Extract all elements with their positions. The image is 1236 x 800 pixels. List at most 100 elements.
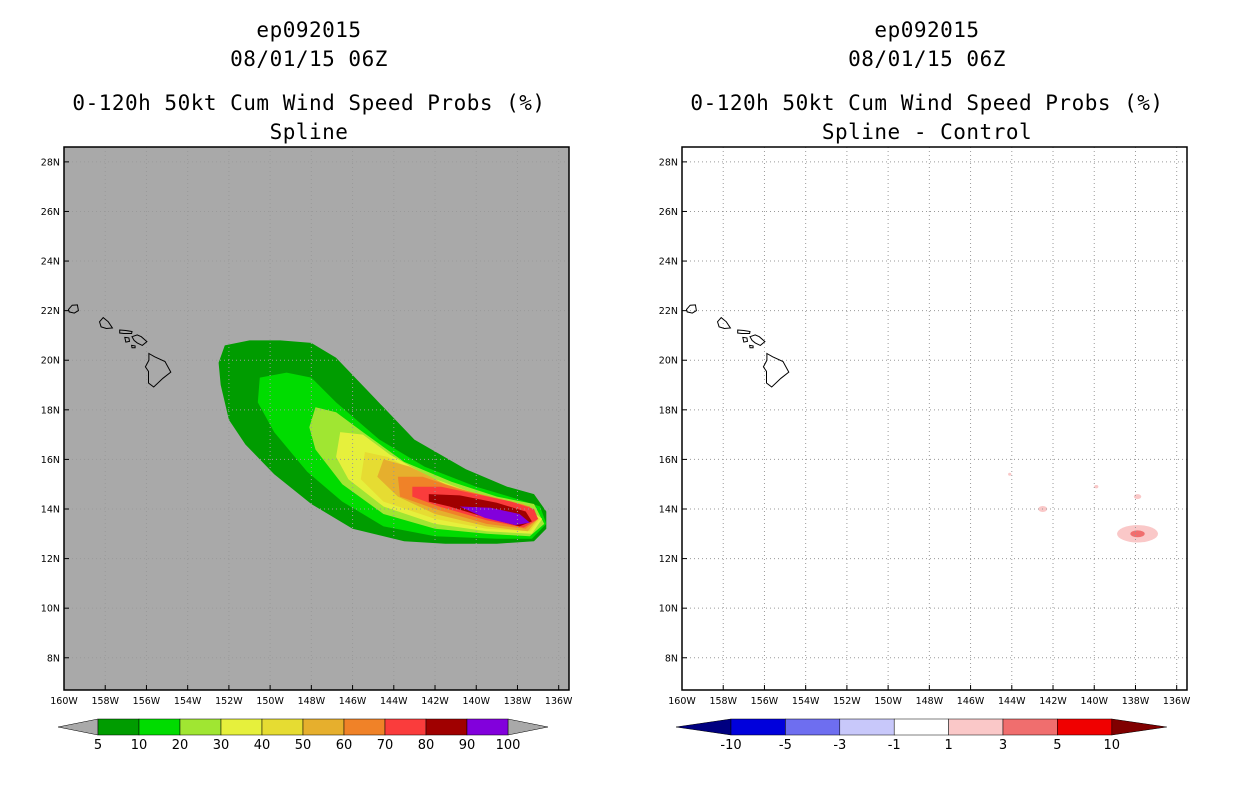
colorbar-label: 100 (496, 738, 521, 753)
y-tick-label: 24N (41, 257, 60, 268)
panel-difference: ep092015 08/01/15 06Z 0-120h 50kt Cum Wi… (618, 0, 1236, 800)
hawaii-big-island (144, 352, 172, 388)
colorbar-segment (97, 718, 140, 736)
colorbar-label: 3 (999, 738, 1007, 753)
y-tick-label: 16N (659, 455, 678, 466)
y-tick-label: 10N (41, 604, 60, 615)
panel-spline: ep092015 08/01/15 06Z 0-120h 50kt Cum Wi… (41, 18, 573, 753)
x-tick-label: 136W (1163, 696, 1191, 707)
colorbar-label: 10 (131, 738, 148, 753)
colorbar-label: -1 (888, 738, 901, 753)
y-tick-label: 22N (659, 306, 678, 317)
colorbar-segment (785, 718, 841, 736)
x-tick-label: 152W (215, 696, 243, 707)
oahu-island (716, 316, 732, 330)
y-tick-label: 22N (41, 306, 60, 317)
x-tick-label: 138W (504, 696, 532, 707)
colorbar-label: 1 (944, 738, 952, 753)
x-tick-label: 142W (1039, 696, 1067, 707)
x-tick-label: 144W (998, 696, 1026, 707)
axis-ticks: 160W 158W 156W 154W 152W 150W 148W 146W 144W 142W… (659, 157, 1191, 707)
colorbar-right-arrow (1111, 718, 1167, 736)
x-tick-label: 156W (751, 696, 779, 707)
x-tick-label: 160W (50, 696, 78, 707)
colorbar-segment (1057, 718, 1113, 736)
plot-background (682, 147, 1187, 690)
difference-blob-1 (1133, 494, 1142, 500)
kahoolawe-island (748, 344, 754, 349)
colorbar-left-arrow (675, 718, 732, 736)
x-tick-label: 140W (462, 696, 490, 707)
difference-blob-1 (1094, 484, 1099, 489)
axis-ticks: 160W 158W 156W 154W 152W 150W 148W 146W 144W 142W… (41, 157, 573, 707)
x-tick-label: 144W (380, 696, 408, 707)
x-tick-label: 154W (792, 696, 820, 707)
lanai-island (742, 336, 749, 343)
chart-subtitle: Spline (269, 120, 349, 144)
colorbar-left-arrow (57, 718, 99, 736)
y-tick-label: 28N (659, 157, 678, 168)
colorbar-label: 80 (418, 738, 435, 753)
y-tick-label: 18N (41, 405, 60, 416)
y-tick-label: 26N (41, 207, 60, 218)
maui-island (749, 334, 766, 346)
grid-lines (682, 147, 1187, 690)
probability-map: 160W 158W 156W 154W 152W 150W 148W 146W 144W 142W… (41, 146, 573, 753)
colorbar-label: -10 (720, 738, 741, 753)
x-tick-label: 140W (1080, 696, 1108, 707)
kauai-island (685, 304, 697, 314)
y-tick-label: 12N (41, 554, 60, 565)
x-tick-label: 148W (298, 696, 326, 707)
x-tick-label: 154W (174, 696, 202, 707)
kahoolawe-island (130, 344, 136, 349)
colorbar-segment (730, 718, 786, 736)
colorbar-label: 60 (336, 738, 353, 753)
colorbar: -10 -5 -3 -1 1 3 5 10 (675, 718, 1167, 753)
colorbar-label: 20 (172, 738, 189, 753)
y-tick-label: 8N (47, 653, 60, 664)
colorbar-label: -5 (779, 738, 792, 753)
y-tick-label: 14N (41, 505, 60, 516)
x-tick-label: 152W (833, 696, 861, 707)
colorbar-segment (839, 718, 895, 736)
colorbar-right-arrow (507, 718, 549, 736)
plot-frame (63, 146, 570, 691)
oahu-island (98, 316, 114, 330)
datetime: 08/01/15 06Z (848, 47, 1006, 71)
difference-blob-5 (1130, 530, 1145, 538)
difference-blob-1 (1008, 472, 1012, 476)
colorbar-segment (948, 718, 1004, 736)
y-tick-label: 28N (41, 157, 60, 168)
maui-island (131, 334, 148, 346)
chart-subtitle: Spline - Control (821, 120, 1033, 144)
storm-id: ep092015 (874, 18, 980, 42)
x-tick-label: 156W (133, 696, 161, 707)
y-tick-label: 20N (41, 356, 60, 367)
colorbar-segment (893, 718, 949, 736)
x-tick-label: 148W (916, 696, 944, 707)
colorbar-segment (261, 718, 304, 736)
x-tick-label: 142W (421, 696, 449, 707)
y-tick-label: 20N (659, 356, 678, 367)
x-tick-label: 150W (256, 696, 284, 707)
chart-title: 0-120h 50kt Cum Wind Speed Probs (%) (72, 91, 546, 115)
colorbar-label: 40 (254, 738, 271, 753)
chart-title: 0-120h 50kt Cum Wind Speed Probs (%) (690, 91, 1164, 115)
coastlines (685, 304, 790, 388)
x-tick-label: 146W (339, 696, 367, 707)
colorbar-segment (1002, 718, 1058, 736)
colorbar-segment (220, 718, 263, 736)
colorbar-label: 90 (459, 738, 476, 753)
colorbar-label: -3 (833, 738, 846, 753)
lanai-island (124, 336, 131, 343)
colorbar-segment (138, 718, 181, 736)
colorbar-label: 5 (1053, 738, 1061, 753)
x-tick-label: 158W (91, 696, 119, 707)
colorbar-label: 70 (377, 738, 394, 753)
y-tick-label: 16N (41, 455, 60, 466)
storm-id: ep092015 (256, 18, 362, 42)
colorbar-label: 10 (1104, 738, 1121, 753)
y-tick-label: 12N (659, 554, 678, 565)
y-tick-label: 8N (665, 653, 678, 664)
y-tick-label: 24N (659, 257, 678, 268)
